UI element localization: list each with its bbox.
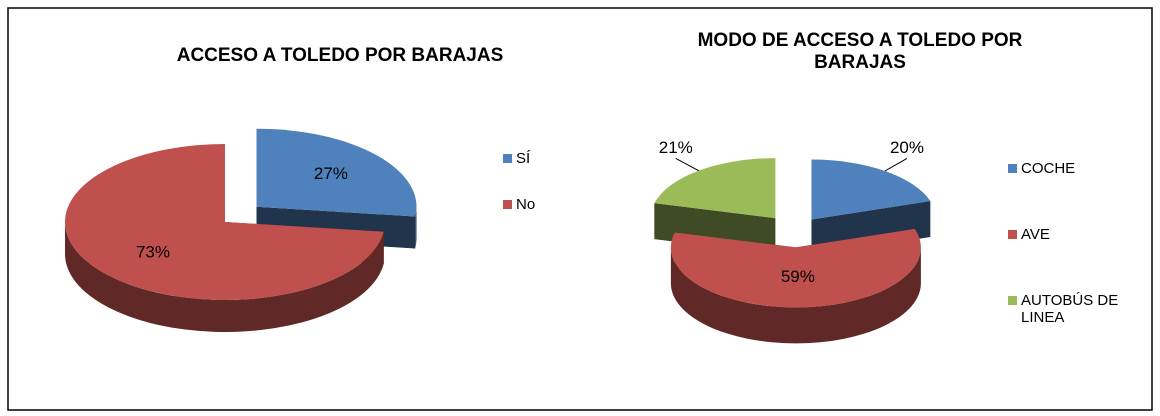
slice-side [415, 206, 417, 249]
chart-title: ACCESO A TOLEDO POR BARAJAS [176, 45, 504, 66]
slice [65, 144, 384, 300]
leader-line [675, 158, 700, 172]
data-label: 20% [890, 138, 924, 157]
leader-line [884, 158, 908, 172]
data-label: 21% [659, 138, 693, 157]
legend-entry: COCHE [1008, 160, 1138, 177]
data-label: 27% [314, 164, 348, 183]
slice-side [65, 222, 384, 333]
legend-label: COCHE [1021, 160, 1076, 177]
legend-entry: No [503, 196, 623, 213]
legend-label: AUTOBÚS DE LINEA [1021, 292, 1119, 326]
legend-entry: SÍ [503, 150, 623, 167]
legend-swatch [503, 200, 512, 209]
legend-swatch [1008, 230, 1017, 239]
legend-label: AVE [1021, 226, 1050, 243]
data-label: 73% [136, 242, 170, 261]
slice-side [670, 247, 921, 344]
legend-swatch [503, 154, 512, 163]
chart-title: MODO DE ACCESO A TOLEDO POR BARAJAS [697, 30, 1023, 73]
slice [811, 159, 931, 220]
legend-label: SÍ [516, 150, 531, 167]
data-label: 59% [781, 267, 815, 286]
legend-swatch [1008, 296, 1017, 305]
legend-entry: AUTOBÚS DE LINEA [1008, 292, 1138, 326]
legend-label: No [516, 196, 536, 213]
slice [654, 158, 776, 219]
slice [670, 228, 921, 308]
legend-swatch [1008, 164, 1017, 173]
legend-entry: AVE [1008, 226, 1138, 243]
slice [256, 128, 417, 217]
